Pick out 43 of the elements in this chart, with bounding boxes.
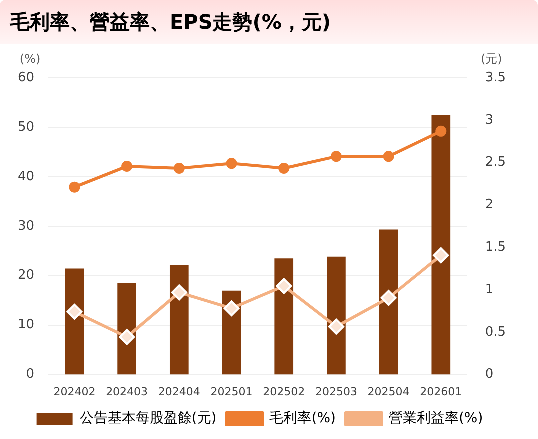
x-tick-label: 202504: [368, 385, 410, 398]
chart-title: 毛利率、營益率、EPS走勢(%，元): [10, 8, 332, 36]
y2-tick-label: 3.5: [485, 70, 506, 86]
y-tick-label: 0: [26, 367, 35, 382]
point: [436, 126, 447, 137]
y-tick-label: 30: [18, 218, 35, 234]
y-axis-title: (%): [20, 52, 41, 66]
y2-tick-label: 0: [485, 367, 494, 382]
x-tick-label: 202601: [420, 385, 462, 398]
x-tick-label: 202501: [210, 385, 253, 398]
legend-label: 公告基本每股盈餘(元): [80, 410, 217, 427]
x-tick-label: 202503: [315, 385, 358, 398]
y2-axis-title: (元): [480, 52, 502, 66]
point: [383, 151, 394, 162]
y2-tick-label: 0.5: [485, 324, 506, 340]
y-tick-label: 10: [18, 318, 35, 333]
x-tick-label: 202502: [263, 385, 306, 398]
y2-tick-label: 1.5: [485, 240, 506, 255]
bar: [170, 265, 189, 375]
point: [174, 163, 185, 174]
point: [278, 163, 290, 174]
y2-tick-label: 3: [485, 112, 494, 128]
point: [226, 158, 238, 170]
y-tick-label: 50: [18, 120, 35, 135]
y-tick-label: 20: [18, 268, 35, 284]
x-tick-label: 202402: [54, 385, 96, 398]
bar: [327, 256, 346, 375]
bar: [379, 230, 398, 375]
y2-tick-label: 2.5: [485, 155, 506, 170]
bar: [65, 268, 84, 375]
y2-tick-label: 1: [485, 282, 494, 298]
bar: [432, 115, 451, 375]
bar: [274, 258, 294, 375]
y-tick-label: 40: [18, 169, 35, 184]
point: [330, 151, 342, 162]
point: [122, 161, 133, 172]
legend-label: 營業利益率(%): [388, 410, 484, 427]
point: [69, 182, 80, 193]
x-tick-label: 202404: [158, 385, 200, 398]
x-tick-label: 202403: [106, 385, 148, 398]
y-tick-label: 60: [18, 70, 35, 86]
legend-label: 毛利率(%): [270, 410, 336, 427]
y2-tick-label: 2: [485, 198, 494, 213]
